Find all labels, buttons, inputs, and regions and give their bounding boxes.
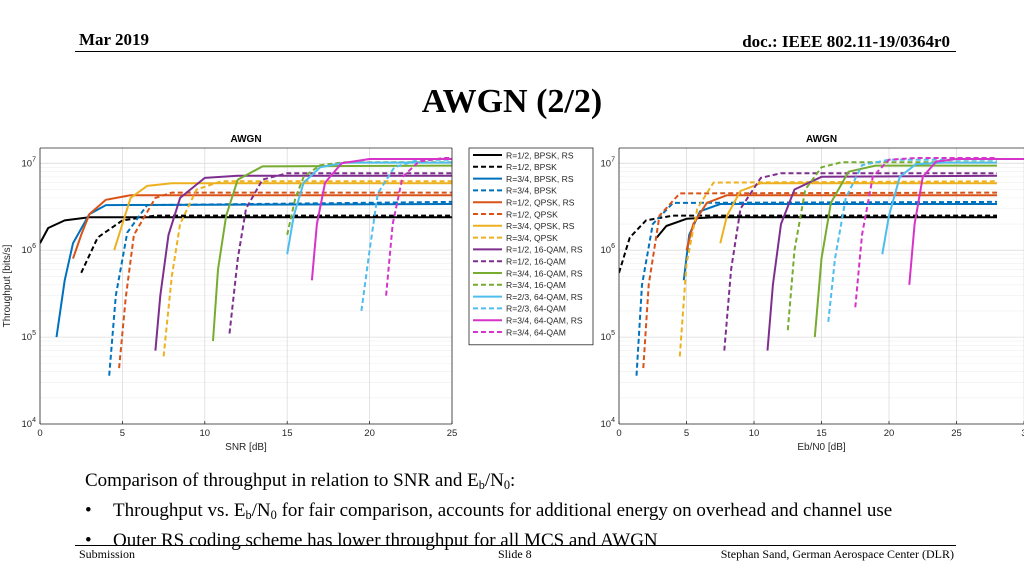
series-line-1 [656, 216, 997, 239]
y-tick-label: 107 [601, 156, 616, 169]
series-line-13 [286, 161, 452, 255]
legend-label-11: R=3/4, 16-QAM, RS [506, 268, 583, 278]
series-line-9 [766, 174, 998, 351]
chart-ebn0-svg: 0 5 10 15 20 25 3 104 105 106 107 AWGN Eb/N0 [dB] [601, 134, 1024, 453]
series-line-13 [881, 161, 997, 255]
header-doc-id: doc.: IEEE 802.11-19/0364r0 [742, 32, 950, 51]
y-tick-label: 106 [601, 243, 616, 256]
x-tick-label: 20 [364, 428, 375, 439]
legend-label-16: R=3/4, 64-QAM [506, 327, 566, 337]
legend-label-4: R=3/4, BPSK [506, 186, 557, 196]
chart-snr-svg: 0 5 10 15 20 25 104 105 106 107 AWGN SNR [dB] Throug… [2, 134, 594, 453]
header-divider [75, 51, 956, 52]
chart-title: AWGN [806, 134, 837, 145]
x-tick-label: 5 [684, 428, 689, 439]
x-tick-label: 5 [120, 428, 125, 439]
series-line-11 [813, 164, 997, 338]
footer-slide-number: Slide 8 [498, 547, 532, 561]
header-date: Mar 2019 [79, 30, 150, 49]
legend-label-3: R=3/4, BPSK, RS [506, 174, 574, 184]
slide-title: AWGN (2/2) [421, 83, 603, 120]
x-axis-label: Eb/N0 [dB] [797, 442, 846, 453]
legend-label-10: R=1/2, 16-QAM [506, 257, 566, 267]
x-tick-label: 25 [447, 428, 458, 439]
x-axis-label: SNR [dB] [225, 442, 267, 453]
series-line-9 [154, 174, 452, 351]
x-tick-label: 3 [1021, 428, 1024, 439]
y-tick-label: 106 [22, 243, 37, 256]
y-tick-label: 105 [601, 330, 616, 343]
legend-label-6: R=1/2, QPSK [506, 209, 558, 219]
y-tick-label: 107 [22, 156, 37, 169]
x-tick-label: 0 [616, 428, 621, 439]
x-tick-label: 25 [951, 428, 962, 439]
legend-label-14: R=2/3, 64-QAM [506, 304, 566, 314]
chart-title: AWGN [230, 134, 261, 145]
legend-label-2: R=1/2, BPSK [506, 162, 557, 172]
plot-area [40, 148, 452, 424]
footer-author: Stephan Sand, German Aerospace Center (D… [720, 547, 954, 561]
legend-label-12: R=3/4, 16-QAM [506, 280, 566, 290]
y-axis-label: Throughput [bits/s] [2, 244, 13, 327]
series-line-12 [786, 161, 997, 331]
legend-label-7: R=3/4, QPSK, RS [506, 221, 575, 231]
y-tick-label: 105 [22, 330, 37, 343]
series-line-5 [685, 194, 997, 251]
legend-label-15: R=3/4, 64-QAM, RS [506, 316, 583, 326]
series-line-2 [619, 214, 997, 274]
series-line-8 [162, 180, 452, 357]
series-line-15 [310, 158, 452, 281]
legend-label-13: R=2/3, 64-QAM, RS [506, 292, 583, 302]
x-tick-label: 10 [200, 428, 211, 439]
legend-box [468, 147, 594, 346]
footer-divider [75, 545, 956, 546]
series-line-14 [827, 158, 997, 322]
series-line-4 [635, 200, 998, 376]
series-line-1 [40, 216, 452, 244]
series-group [619, 157, 1024, 376]
body-bullet-1: • Throughput vs. Eb/N0 for fair compariso… [85, 500, 893, 522]
series-line-16 [385, 157, 452, 296]
legend-label-1: R=1/2, BPSK, RS [506, 150, 574, 160]
body-text: Comparison of throughput in relation to … [85, 468, 892, 554]
footer-left: Submission [79, 547, 136, 561]
x-tick-label: 15 [816, 428, 827, 439]
y-tick-label: 104 [601, 417, 616, 430]
x-tick-label: 15 [282, 428, 293, 439]
legend-label-9: R=1/2, 16-QAM, RS [506, 245, 583, 255]
y-tick-label: 104 [22, 417, 37, 430]
series-line-7 [719, 182, 997, 244]
series-line-2 [80, 214, 452, 274]
x-tick-label: 20 [884, 428, 895, 439]
legend-label-5: R=1/2, QPSK, RS [506, 198, 575, 208]
chart-ebn0: 0 5 10 15 20 25 3 104 105 106 107 AWGN Eb/N0 [dB] [585, 128, 1024, 458]
series-line-16 [854, 157, 997, 308]
legend-label-8: R=3/4, QPSK [506, 233, 558, 243]
series-line-6 [642, 191, 998, 369]
series-line-11 [212, 164, 452, 342]
body-line-1: Comparison of throughput in relation to … [85, 470, 516, 492]
chart-snr: 0 5 10 15 20 25 104 105 106 107 AWGN SNR [dB] Throug… [0, 128, 600, 458]
series-group [40, 157, 452, 376]
x-tick-label: 10 [749, 428, 760, 439]
x-tick-label: 0 [37, 428, 42, 439]
series-line-4 [108, 200, 452, 376]
series-line-6 [118, 191, 452, 369]
